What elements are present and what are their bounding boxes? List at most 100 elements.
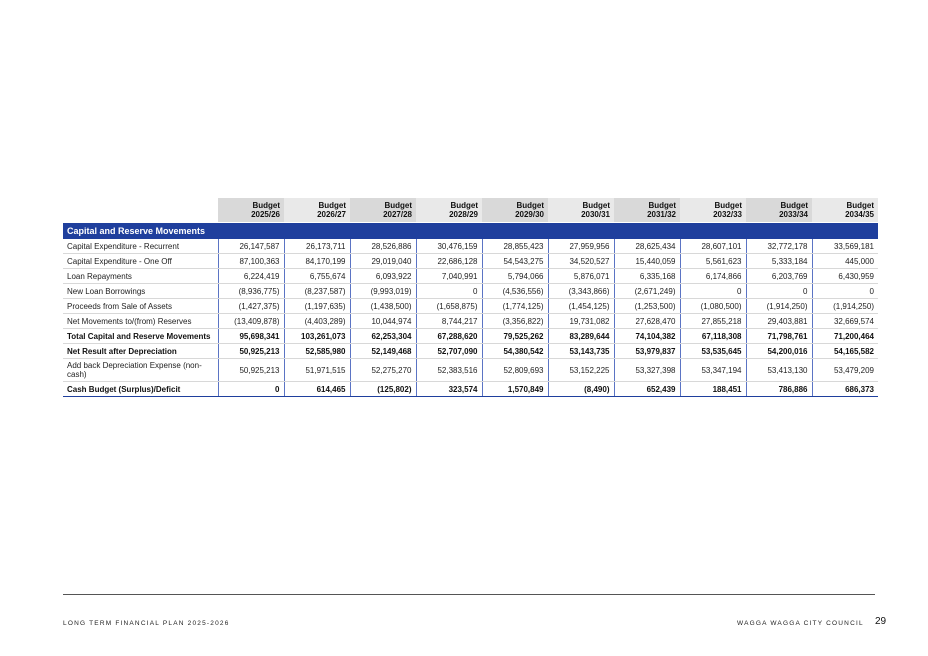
value-cell: 103,261,073 [284,328,351,344]
column-header-budget: Budget [450,201,478,210]
value-cell: 67,118,308 [680,328,747,344]
column-header-year: 2027/28 [383,210,412,219]
value-cell: 30,476,159 [416,239,483,254]
value-cell: 52,585,980 [284,343,351,359]
value-cell: 87,100,363 [218,253,285,269]
value-cell: (1,197,635) [284,298,351,314]
value-cell: (3,356,822) [482,313,549,329]
footer-organisation: WAGGA WAGGA CITY COUNCIL [737,620,864,627]
value-cell: (1,658,875) [416,298,483,314]
value-cell: 323,574 [416,381,483,397]
column-header-budget: Budget [384,201,412,210]
column-header-year: 2032/33 [713,210,742,219]
column-header: Budget 2028/29 [416,198,482,223]
value-cell: 53,327,398 [614,358,681,382]
value-cell: (1,253,500) [614,298,681,314]
value-cell: 6,755,674 [284,268,351,284]
value-cell: 34,520,527 [548,253,615,269]
value-cell: 32,669,574 [812,313,878,329]
value-cell: 445,000 [812,253,878,269]
value-cell: 71,798,761 [746,328,813,344]
value-cell: 74,104,382 [614,328,681,344]
value-cell: 1,570,849 [482,381,549,397]
table-row: Total Capital and Reserve Movements 95,69… [63,328,878,344]
value-cell: (3,343,866) [548,283,615,299]
value-cell: 54,543,275 [482,253,549,269]
table-row: Capital Expenditure - Recurrent 26,147,58… [63,239,878,254]
value-cell: 614,465 [284,381,351,397]
value-cell: 53,479,209 [812,358,878,382]
value-cell: 0 [812,283,878,299]
column-header-year: 2030/31 [581,210,610,219]
value-cell: 28,855,423 [482,239,549,254]
column-header-year: 2026/27 [317,210,346,219]
row-label: New Loan Borrowings [63,283,219,299]
column-header-budget: Budget [582,201,610,210]
column-header-year: 2028/29 [449,210,478,219]
value-cell: 26,147,587 [218,239,285,254]
value-cell: 95,698,341 [218,328,285,344]
value-cell: 5,876,071 [548,268,615,284]
value-cell: 27,855,218 [680,313,747,329]
row-label: Cash Budget (Surplus)/Deficit [63,381,219,397]
column-header: Budget 2026/27 [284,198,350,223]
value-cell: 26,173,711 [284,239,351,254]
value-cell: 0 [680,283,747,299]
value-cell: 28,526,886 [350,239,417,254]
year-header-row: Budget 2025/26 Budget 2026/27 Budget 2027/2… [63,198,878,223]
value-cell: 53,347,194 [680,358,747,382]
column-header-budget: Budget [252,201,280,210]
value-cell: (1,914,250) [812,298,878,314]
page-number: 29 [875,616,887,627]
value-cell: 22,686,128 [416,253,483,269]
value-cell: 786,886 [746,381,813,397]
footer-divider [63,594,875,595]
column-header-budget: Budget [516,201,544,210]
value-cell: 27,628,470 [614,313,681,329]
row-label: Add back Depreciation Expense (non-cash) [63,358,219,382]
value-cell: 28,625,434 [614,239,681,254]
value-cell: 686,373 [812,381,878,397]
value-cell: 5,794,066 [482,268,549,284]
row-label: Total Capital and Reserve Movements [63,328,219,344]
value-cell: 54,380,542 [482,343,549,359]
table-row: Add back Depreciation Expense (non-cash)… [63,358,878,382]
value-cell: 0 [746,283,813,299]
value-cell: 50,925,213 [218,343,285,359]
value-cell: (8,490) [548,381,615,397]
value-cell: 6,430,959 [812,268,878,284]
value-cell: 15,440,059 [614,253,681,269]
column-header: Budget 2034/35 [812,198,878,223]
value-cell: (8,237,587) [284,283,351,299]
value-cell: 54,165,582 [812,343,878,359]
section-title: Capital and Reserve Movements [63,222,878,239]
value-cell: 19,731,082 [548,313,615,329]
value-cell: 52,383,516 [416,358,483,382]
value-cell: 52,149,468 [350,343,417,359]
column-header: Budget 2027/28 [350,198,416,223]
column-header: Budget 2032/33 [680,198,746,223]
column-header-year: 2029/30 [515,210,544,219]
value-cell: 53,152,225 [548,358,615,382]
value-cell: (8,936,775) [218,283,285,299]
value-cell: (4,536,556) [482,283,549,299]
value-cell: 29,019,040 [350,253,417,269]
value-cell: (2,671,249) [614,283,681,299]
value-cell: (1,427,375) [218,298,285,314]
value-cell: (13,409,878) [218,313,285,329]
value-cell: (4,403,289) [284,313,351,329]
value-cell: (1,774,125) [482,298,549,314]
value-cell: 6,335,168 [614,268,681,284]
value-cell: 54,200,016 [746,343,813,359]
column-header-budget: Budget [780,201,808,210]
value-cell: 6,203,769 [746,268,813,284]
value-cell: 6,093,922 [350,268,417,284]
value-cell: 27,959,956 [548,239,615,254]
footer-document-title: LONG TERM FINANCIAL PLAN 2025-2026 [63,620,230,627]
value-cell: 53,413,130 [746,358,813,382]
column-header: Budget 2030/31 [548,198,614,223]
value-cell: 29,403,881 [746,313,813,329]
section-header-row: Capital and Reserve Movements [63,222,878,239]
value-cell: 6,174,866 [680,268,747,284]
column-header-year: 2025/26 [251,210,280,219]
